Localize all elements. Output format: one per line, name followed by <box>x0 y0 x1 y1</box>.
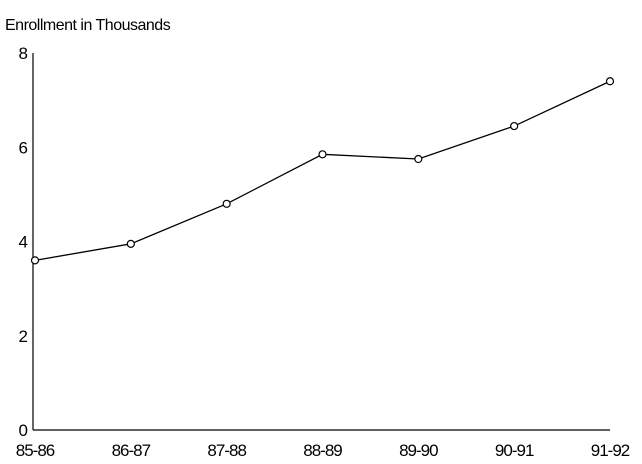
x-tick-label: 90-91 <box>495 441 534 460</box>
x-tick-label: 85-86 <box>16 441 55 460</box>
y-tick-labels: 0 2 4 6 8 <box>19 44 28 440</box>
y-tick-label: 4 <box>19 233 28 252</box>
data-point <box>223 200 230 207</box>
data-point <box>607 78 614 85</box>
data-point <box>415 156 422 163</box>
y-axis-title: Enrollment in Thousands <box>5 17 171 34</box>
x-tick-label: 86-87 <box>112 441 151 460</box>
y-tick-label: 0 <box>19 421 28 440</box>
x-tick-label: 87-88 <box>207 441 246 460</box>
data-point <box>511 123 518 130</box>
y-tick-label: 6 <box>19 138 28 157</box>
x-tick-labels: 85-86 86-87 87-88 88-89 89-90 90-91 91-92 <box>16 441 630 460</box>
series-line <box>35 81 610 260</box>
series-group <box>32 78 614 264</box>
data-point <box>127 240 134 247</box>
y-tick-label: 8 <box>19 44 28 63</box>
x-tick-label: 91-92 <box>591 441 630 460</box>
data-point <box>32 257 39 264</box>
data-point <box>319 151 326 158</box>
x-tick-label: 89-90 <box>399 441 438 460</box>
x-tick-label: 88-89 <box>303 441 342 460</box>
y-tick-label: 2 <box>19 327 28 346</box>
